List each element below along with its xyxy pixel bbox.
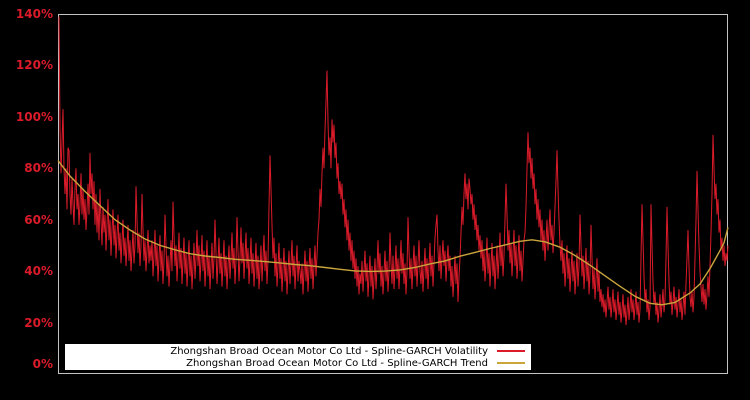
y-tick-label: 100% (15, 109, 53, 124)
legend-row-trend: Zhongshan Broad Ocean Motor Co Ltd - Spl… (65, 357, 527, 369)
y-tick-label: 80% (24, 161, 53, 176)
trend-line (57, 160, 729, 306)
legend-label-volatility: Zhongshan Broad Ocean Motor Co Ltd - Spl… (170, 345, 488, 357)
volatility-line-swatch (497, 350, 525, 352)
volatility-line (58, 16, 729, 326)
legend: Zhongshan Broad Ocean Motor Co Ltd - Spl… (65, 344, 531, 370)
y-tick-label: 140% (15, 7, 53, 21)
y-tick-label: 20% (24, 315, 53, 330)
trend-line-swatch (497, 362, 525, 364)
legend-label-trend: Zhongshan Broad Ocean Motor Co Ltd - Spl… (186, 357, 488, 369)
y-tick-label: 120% (15, 58, 53, 73)
y-tick-label: 0% (32, 356, 53, 371)
y-tick-label: 40% (24, 264, 53, 279)
legend-row-volatility: Zhongshan Broad Ocean Motor Co Ltd - Spl… (65, 345, 527, 357)
y-tick-label: 60% (24, 212, 53, 227)
